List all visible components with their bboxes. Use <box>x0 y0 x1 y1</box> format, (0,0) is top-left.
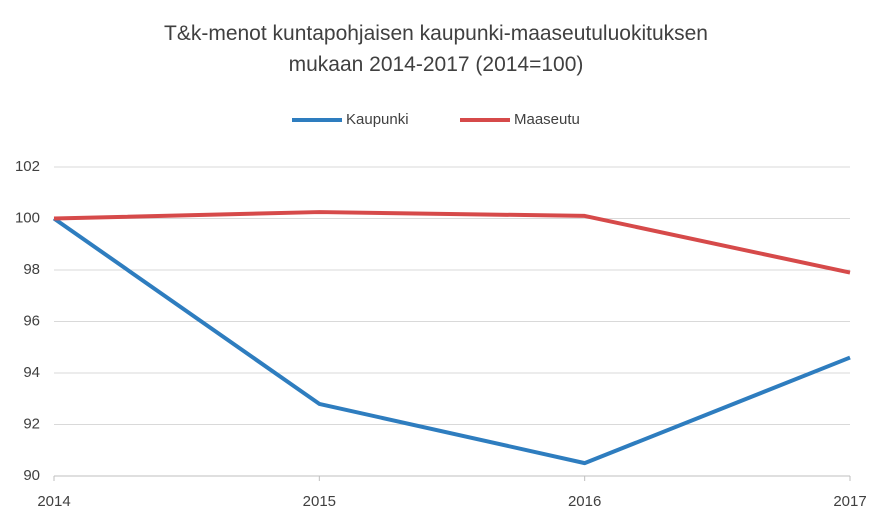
legend-label: Maaseutu <box>514 111 580 128</box>
x-tick-label: 2014 <box>37 493 70 510</box>
chart-title: T&k-menot kuntapohjaisen kaupunki-maaseu… <box>164 22 708 76</box>
y-tick-label: 98 <box>23 261 40 278</box>
series-line <box>52 216 851 466</box>
y-tick-label: 102 <box>15 158 40 175</box>
x-tick-label: 2017 <box>833 493 866 510</box>
legend-label: Kaupunki <box>346 111 409 128</box>
series-line <box>53 210 851 275</box>
y-tick-label: 90 <box>23 467 40 484</box>
x-tick-label: 2016 <box>568 493 601 510</box>
y-tick-label: 92 <box>23 415 40 432</box>
y-tick-label: 96 <box>23 312 40 329</box>
x-tick-label: 2015 <box>303 493 336 510</box>
y-tick-label: 100 <box>15 209 40 226</box>
y-tick-label: 94 <box>23 364 40 381</box>
